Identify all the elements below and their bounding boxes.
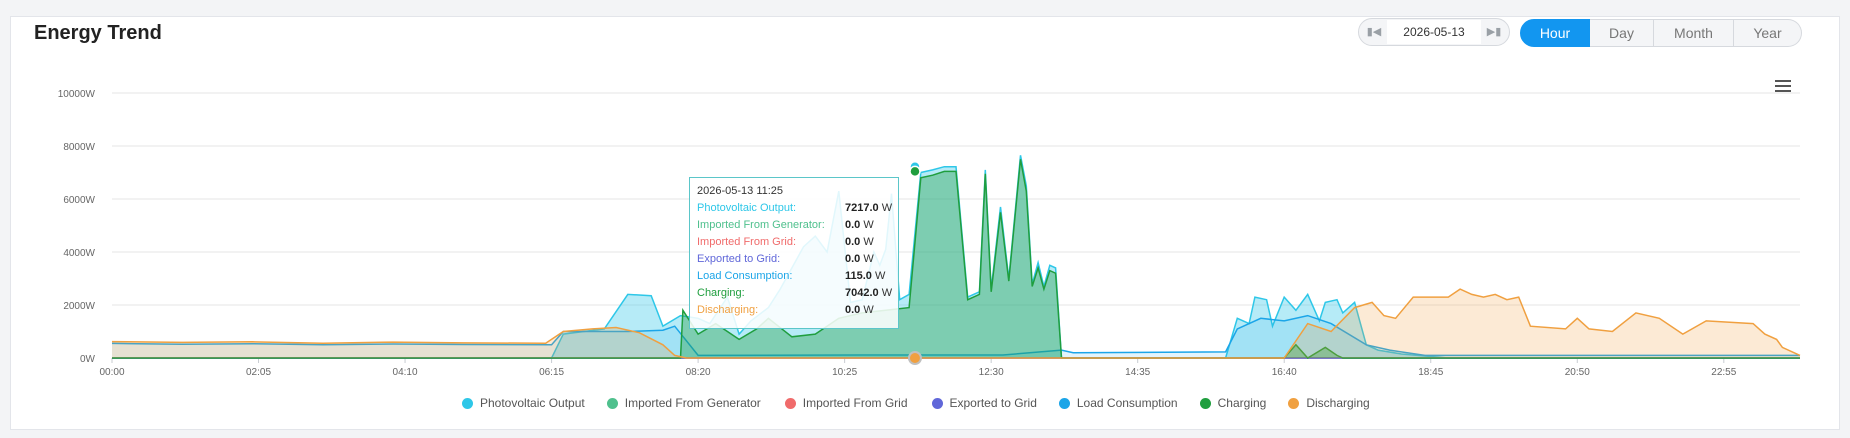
y-tick-label: 10000W	[58, 89, 96, 100]
tooltip-value: 115.0 W	[845, 270, 886, 282]
legend-item-photovoltaic-output[interactable]: Photovoltaic Output	[462, 396, 585, 410]
y-tick-label: 4000W	[63, 248, 95, 259]
tooltip-label: Photovoltaic Output:	[697, 202, 797, 214]
tooltip-row: Imported From Generator: 0.0 W	[697, 219, 898, 236]
x-tick-label: 10:25	[832, 367, 857, 378]
legend-marker-icon	[606, 397, 618, 409]
legend-marker-icon	[1058, 397, 1070, 409]
series-line-load-consumption	[111, 314, 1800, 357]
x-tick-label: 08:20	[686, 367, 711, 378]
page-title: Energy Trend	[34, 22, 162, 44]
tooltip-label: Imported From Generator:	[697, 219, 825, 231]
range-year-button[interactable]: Year	[1734, 19, 1802, 47]
tooltip-label: Imported From Grid:	[697, 236, 797, 248]
tooltip-label: Charging:	[697, 287, 745, 299]
x-tick-label: 02:05	[246, 367, 271, 378]
legend-item-imported-from-grid[interactable]: Imported From Grid	[784, 396, 908, 410]
x-tick-label: 04:10	[393, 367, 418, 378]
legend-marker-icon	[931, 397, 943, 409]
step-backward-icon[interactable]: ▮◀	[1366, 26, 1382, 38]
x-tick-label: 12:30	[979, 367, 1004, 378]
tooltip-value: 0.0 W	[845, 236, 874, 248]
step-forward-icon[interactable]: ▶▮	[1486, 26, 1502, 38]
x-axis: 00:00 02:05 04:10 06:15 08:20 10:25 12:30 14:35…	[99, 358, 1737, 378]
legend-item-load-consumption[interactable]: Load Consumption	[1058, 396, 1178, 410]
x-tick-label: 14:35	[1125, 367, 1150, 378]
y-axis: 0W 2000W 4000W 6000W 8000W 10000W	[58, 89, 96, 365]
tooltip-row: Exported to Grid: 0.0 W	[697, 253, 898, 270]
legend-label: Charging	[1217, 396, 1267, 410]
x-tick-label: 18:45	[1418, 367, 1443, 378]
hamburger-menu-icon[interactable]	[1775, 80, 1791, 93]
date-input[interactable]	[1387, 20, 1481, 44]
tooltip-time: 2026-05-13 11:25	[697, 185, 784, 197]
series-area-load-consumption	[112, 315, 1800, 358]
y-tick-label: 2000W	[63, 301, 95, 312]
hover-point-zero-series	[907, 351, 922, 365]
x-tick-label: 22:55	[1711, 367, 1736, 378]
tooltip-value: 0.0 W	[845, 219, 874, 231]
x-tick-label: 20:50	[1565, 367, 1590, 378]
legend-marker-icon	[462, 397, 473, 409]
date-picker[interactable]: ▮◀ ▶▮	[1358, 18, 1510, 46]
series-area-discharging	[112, 289, 1800, 358]
legend-item-imported-from-generator[interactable]: Imported From Generator	[606, 396, 761, 410]
range-month-button[interactable]: Month	[1654, 19, 1734, 47]
y-tick-label: 0W	[80, 354, 96, 365]
legend-item-charging[interactable]: Charging	[1199, 396, 1267, 410]
y-tick-label: 8000W	[63, 142, 95, 153]
legend-marker-icon	[1199, 397, 1211, 409]
tooltip-label: Exported to Grid:	[697, 253, 781, 265]
series-area-charging	[112, 159, 1800, 358]
legend-label: Imported From Grid	[802, 396, 908, 410]
chart-series	[111, 155, 1801, 359]
chart-legend: Photovoltaic Output Imported From Generat…	[462, 394, 1370, 412]
legend-label: Imported From Generator	[624, 396, 761, 410]
tooltip-row: Photovoltaic Output: 7217.0 W	[697, 202, 898, 219]
tooltip-label: Load Consumption:	[697, 270, 793, 282]
x-tick-label: 16:40	[1272, 367, 1297, 378]
x-tick-label: 06:15	[539, 367, 564, 378]
tooltip-value: 0.0 W	[845, 253, 874, 265]
tooltip-row: Load Consumption: 115.0 W	[697, 270, 898, 287]
tooltip-row: Charging: 7042.0 W	[697, 287, 898, 304]
chart-tooltip: 2026-05-13 11:25 Photovoltaic Output: 721…	[689, 177, 899, 329]
hover-point-charging	[909, 165, 921, 178]
chart-markers	[907, 160, 922, 365]
legend-label: Load Consumption	[1076, 396, 1178, 410]
legend-item-discharging[interactable]: Discharging	[1288, 396, 1370, 410]
legend-item-exported-to-grid[interactable]: Exported to Grid	[931, 396, 1037, 410]
tooltip-row: Imported From Grid: 0.0 W	[697, 236, 898, 253]
legend-label: Exported to Grid	[949, 396, 1037, 410]
range-hour-button[interactable]: Hour	[1520, 19, 1590, 47]
x-tick-label: 00:00	[99, 367, 124, 378]
tooltip-row: Discharging: 0.0 W	[697, 304, 898, 321]
tooltip-value: 7042.0 W	[845, 287, 893, 299]
tooltip-value: 7217.0 W	[845, 202, 893, 214]
legend-marker-icon	[784, 397, 796, 409]
tooltip-value: 0.0 W	[845, 304, 874, 316]
energy-trend-card	[10, 16, 1840, 430]
series-line-discharging	[111, 288, 1801, 359]
legend-label: Discharging	[1306, 396, 1370, 410]
range-toggle-group: Hour Day Month Year	[1520, 19, 1802, 47]
legend-marker-icon	[1288, 397, 1300, 409]
range-day-button[interactable]: Day	[1590, 19, 1654, 47]
series-area-photovoltaic-output	[112, 155, 1800, 358]
tooltip-label: Discharging:	[697, 304, 759, 316]
y-tick-label: 6000W	[63, 195, 95, 206]
legend-label: Photovoltaic Output	[480, 396, 585, 410]
